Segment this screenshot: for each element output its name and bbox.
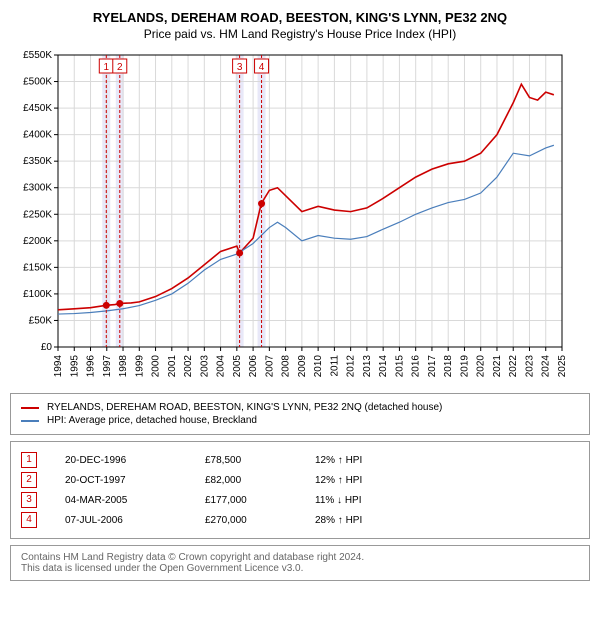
ytick-label: £550K	[23, 50, 52, 61]
xtick-label: 2016	[411, 355, 422, 378]
xtick-label: 2008	[281, 355, 292, 378]
chart-svg: £0 £50K £100K £150K £200K £250K £300K £350K £400…	[10, 47, 570, 387]
xtick-label: 2012	[346, 355, 357, 378]
transaction-row: 2 20-OCT-1997£82,00012% ↑ HPI	[21, 472, 579, 488]
legend-row: RYELANDS, DEREHAM ROAD, BEESTON, KING'S …	[21, 402, 579, 413]
ytick-label: £250K	[23, 209, 52, 220]
xtick-label: 2023	[524, 355, 535, 378]
xtick-label: 2018	[443, 355, 454, 378]
xtick-label: 2017	[427, 355, 438, 378]
transaction-row-delta: 11% ↓ HPI	[315, 495, 362, 506]
xtick-label: 2019	[459, 355, 470, 378]
transactions-box: 1 20-DEC-1996£78,50012% ↑ HPI 2 20-OCT-1997…	[10, 441, 590, 539]
transaction-row: 1 20-DEC-1996£78,50012% ↑ HPI	[21, 452, 579, 468]
transaction-num: 2	[117, 62, 123, 73]
xtick-label: 2005	[232, 355, 243, 378]
transaction-row-date: 20-OCT-1997	[65, 475, 205, 486]
transaction-row-price: £177,000	[205, 495, 315, 506]
transaction-row-num: 1	[21, 452, 37, 468]
transaction-row-price: £78,500	[205, 455, 315, 466]
xtick-label: 2021	[492, 355, 503, 378]
title-line-1: RYELANDS, DEREHAM ROAD, BEESTON, KING'S …	[10, 10, 590, 25]
xtick-label: 2000	[151, 355, 162, 378]
transaction-dot	[116, 300, 123, 307]
transaction-row-delta: 28% ↑ HPI	[315, 515, 362, 526]
footer-line-1: Contains HM Land Registry data © Crown c…	[21, 552, 579, 563]
ytick-label: £450K	[23, 103, 52, 114]
ytick-label: £300K	[23, 183, 52, 194]
ytick-label: £400K	[23, 130, 52, 141]
xtick-label: 2006	[248, 355, 259, 378]
legend-row: HPI: Average price, detached house, Brec…	[21, 415, 579, 426]
ytick-label: £0	[41, 342, 53, 353]
xtick-label: 1995	[69, 355, 80, 378]
transaction-row-date: 04-MAR-2005	[65, 495, 205, 506]
transaction-dot	[103, 302, 110, 309]
transaction-row-price: £270,000	[205, 515, 315, 526]
legend-label: HPI: Average price, detached house, Brec…	[47, 415, 257, 426]
transaction-num: 1	[104, 62, 110, 73]
ytick-label: £500K	[23, 77, 52, 88]
ytick-label: £50K	[29, 315, 53, 326]
title-line-2: Price paid vs. HM Land Registry's House …	[10, 27, 590, 41]
ytick-label: £150K	[23, 262, 52, 273]
transaction-row-price: £82,000	[205, 475, 315, 486]
transaction-row: 3 04-MAR-2005£177,00011% ↓ HPI	[21, 492, 579, 508]
transaction-num: 3	[237, 62, 243, 73]
xtick-label: 2011	[329, 355, 340, 377]
xtick-label: 2015	[394, 355, 405, 378]
xtick-label: 2003	[199, 355, 210, 378]
legend-swatch	[21, 420, 39, 422]
xtick-label: 2014	[378, 355, 389, 378]
xtick-label: 1997	[102, 355, 113, 378]
transaction-row: 4 07-JUL-2006£270,00028% ↑ HPI	[21, 512, 579, 528]
xtick-label: 1998	[118, 355, 129, 378]
xtick-label: 1999	[134, 355, 145, 378]
xtick-label: 2009	[297, 355, 308, 378]
xtick-label: 2025	[557, 355, 568, 378]
xtick-label: 2013	[362, 355, 373, 378]
xtick-label: 1996	[86, 355, 97, 378]
legend-box: RYELANDS, DEREHAM ROAD, BEESTON, KING'S …	[10, 393, 590, 435]
transaction-num: 4	[259, 62, 265, 73]
ytick-label: £350K	[23, 156, 52, 167]
xtick-label: 2004	[216, 355, 227, 378]
transaction-row-num: 2	[21, 472, 37, 488]
legend-swatch	[21, 407, 39, 409]
xtick-label: 2020	[476, 355, 487, 378]
transaction-dot	[236, 250, 243, 257]
transaction-row-delta: 12% ↑ HPI	[315, 475, 362, 486]
xtick-label: 2010	[313, 355, 324, 378]
xtick-label: 2002	[183, 355, 194, 378]
xtick-label: 2007	[264, 355, 275, 378]
transaction-row-num: 3	[21, 492, 37, 508]
xtick-label: 2022	[508, 355, 519, 378]
transaction-row-num: 4	[21, 512, 37, 528]
chart-area: £0 £50K £100K £150K £200K £250K £300K £350K £400…	[10, 47, 590, 387]
transaction-row-date: 20-DEC-1996	[65, 455, 205, 466]
xtick-label: 2024	[541, 355, 552, 378]
legend-label: RYELANDS, DEREHAM ROAD, BEESTON, KING'S …	[47, 402, 442, 413]
chart-title-block: RYELANDS, DEREHAM ROAD, BEESTON, KING'S …	[10, 10, 590, 41]
footer-line-2: This data is licensed under the Open Gov…	[21, 563, 579, 574]
ytick-label: £100K	[23, 289, 52, 300]
transaction-dot	[258, 200, 265, 207]
transaction-row-date: 07-JUL-2006	[65, 515, 205, 526]
transaction-row-delta: 12% ↑ HPI	[315, 455, 362, 466]
xtick-label: 2001	[167, 355, 178, 378]
ytick-label: £200K	[23, 236, 52, 247]
footer-box: Contains HM Land Registry data © Crown c…	[10, 545, 590, 581]
xtick-label: 1994	[53, 355, 64, 378]
